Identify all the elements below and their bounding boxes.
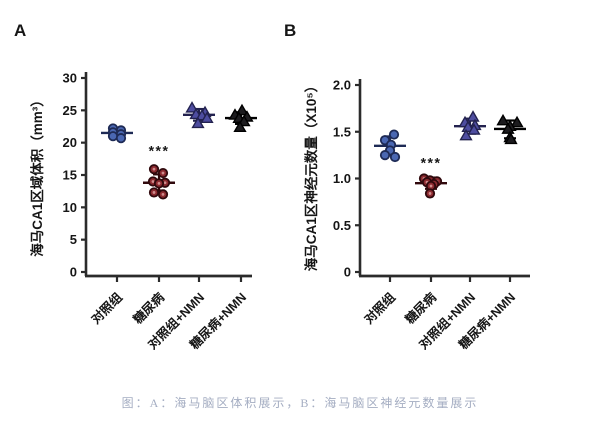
group-4 (494, 113, 526, 145)
significance-stars: *** (149, 143, 170, 159)
data-point (115, 133, 127, 144)
data-point (389, 151, 401, 163)
y-tick-label: 15 (63, 168, 77, 183)
y-tick-label: 0 (70, 265, 77, 280)
group-1 (101, 123, 133, 144)
y-tick-label: 0 (344, 265, 351, 280)
y-axis-title: 海马CA1区域体积（mm³） (29, 93, 45, 257)
data-point-center (151, 180, 155, 183)
data-point (461, 120, 475, 132)
y-tick-label: 1.0 (333, 171, 351, 186)
panel-b-label: B (284, 21, 296, 40)
x-category-label: 糖尿病 (402, 289, 439, 326)
data-point-center (429, 184, 433, 188)
data-point (501, 122, 515, 134)
data-point-center (152, 191, 156, 194)
x-category-label: 对照组 (88, 289, 125, 326)
data-point (233, 120, 247, 133)
group-2: *** (143, 143, 175, 200)
x-category-label: 糖尿病 (130, 289, 167, 326)
y-axis-title: 海马CA1区神经元数量（X10⁵） (303, 79, 319, 271)
y-tick-label: 0.5 (333, 218, 351, 233)
data-point-center (161, 171, 165, 175)
panel-a-label: A (14, 21, 26, 40)
data-point (467, 123, 481, 135)
data-point (191, 116, 205, 129)
data-point (504, 132, 518, 145)
group-3 (183, 101, 215, 129)
data-point (388, 129, 400, 140)
data-point (496, 113, 510, 126)
data-point (510, 115, 524, 128)
group-3 (454, 110, 486, 141)
x-category-label: 对照组 (361, 289, 398, 326)
data-point (466, 110, 480, 122)
group-1 (374, 129, 406, 163)
y-tick-label: 25 (63, 103, 77, 118)
data-point (107, 131, 119, 142)
significance-stars: *** (421, 154, 442, 170)
y-tick-label: 5 (70, 232, 77, 247)
group-2: *** (415, 154, 447, 199)
y-tick-label: 20 (63, 135, 77, 150)
y-tick-label: 1.5 (333, 124, 351, 139)
y-tick-label: 2.0 (333, 78, 351, 93)
data-point (459, 128, 473, 141)
data-point (200, 111, 214, 123)
data-point (185, 101, 199, 113)
y-tick-label: 30 (63, 71, 77, 86)
data-point-center (163, 181, 167, 185)
data-point-center (152, 167, 156, 171)
data-point (379, 150, 391, 161)
data-point-center (428, 192, 432, 195)
figure-caption: 图：A：海马脑区体积展示，B：海马脑区神经元数量展示 (121, 396, 479, 410)
y-tick-label: 10 (63, 200, 77, 215)
data-point-center (161, 193, 165, 196)
data-point-center (157, 182, 161, 185)
group-4 (225, 103, 257, 133)
